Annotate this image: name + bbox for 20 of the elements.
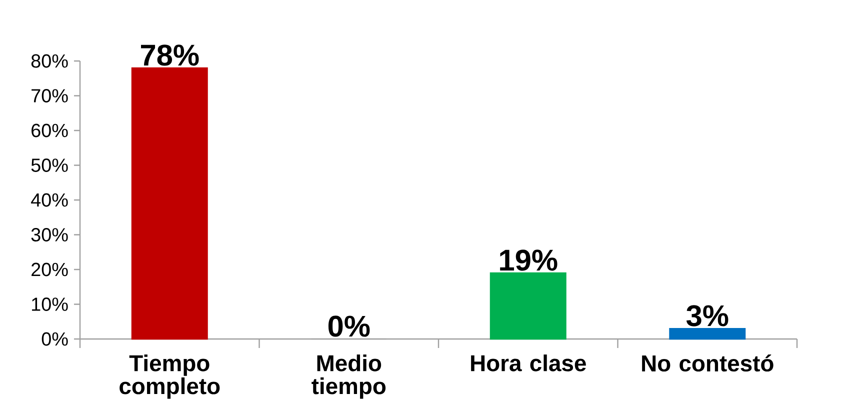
y-tick-label: 70% xyxy=(32,89,68,102)
y-tick-label: 60% xyxy=(32,124,68,138)
y-tick-label: 20% xyxy=(32,262,68,276)
y-tick-label: 0% xyxy=(42,332,68,346)
data-label: 0% xyxy=(328,316,370,337)
y-tick-label: 40% xyxy=(31,193,68,207)
y-tick-label: 10% xyxy=(32,298,68,311)
bar xyxy=(669,328,746,340)
y-tick-label: 30% xyxy=(31,228,68,242)
data-label: 19% xyxy=(500,250,558,271)
bar xyxy=(490,272,566,340)
x-tick-label: No contestó xyxy=(642,354,774,372)
x-tick-label: Medio tiempo xyxy=(312,354,386,399)
bar xyxy=(131,67,208,340)
x-tick-label: Hora clase xyxy=(471,354,586,372)
x-tick-label: Tiempo completo xyxy=(120,354,220,399)
data-label: 3% xyxy=(686,305,728,326)
y-tick-label: 50% xyxy=(31,158,68,172)
y-tick-label: 80% xyxy=(31,54,68,68)
data-label: 78% xyxy=(141,44,199,66)
